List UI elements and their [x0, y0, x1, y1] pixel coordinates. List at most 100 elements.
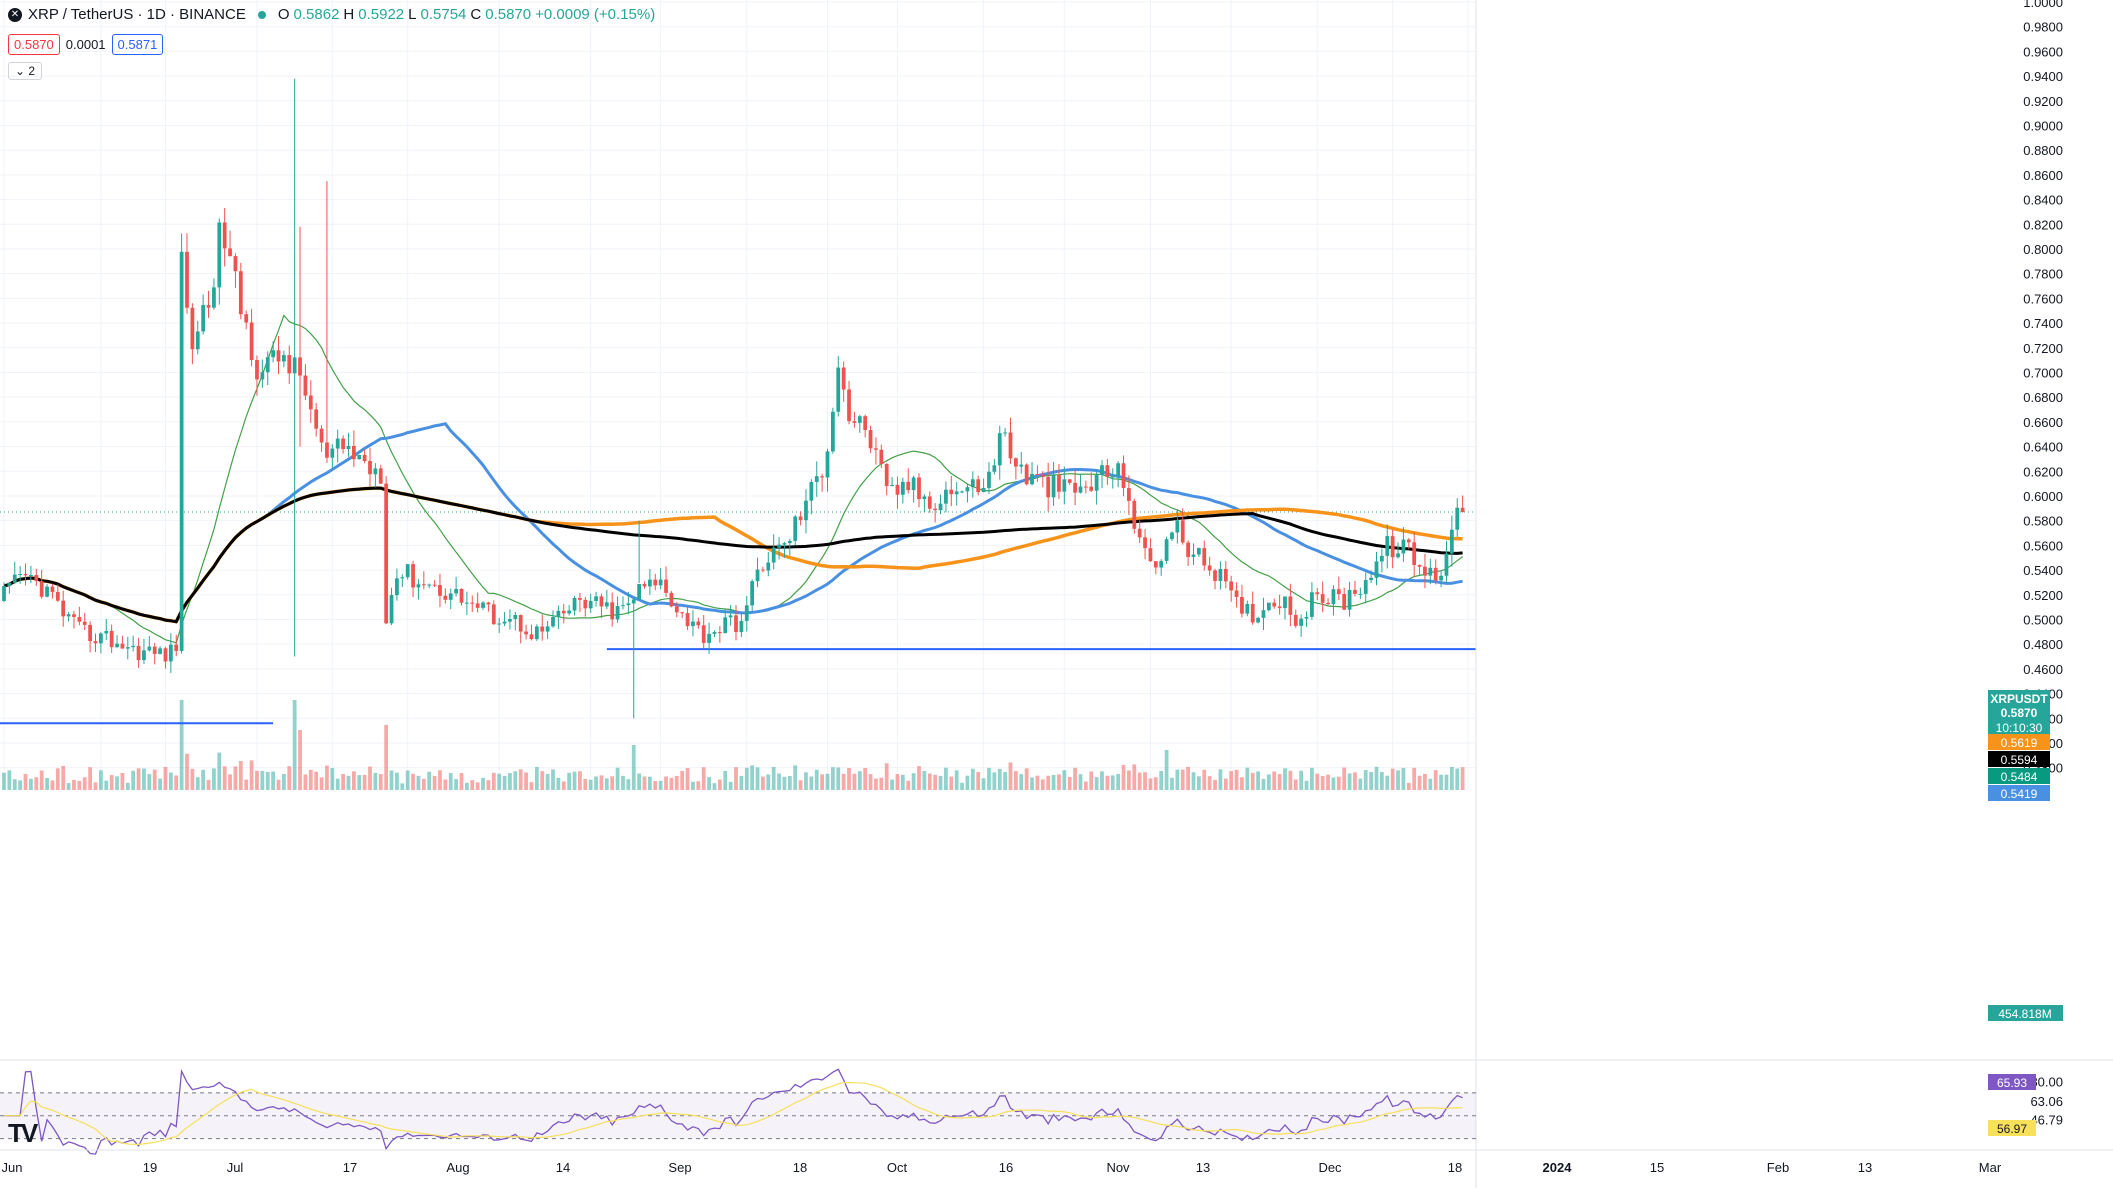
symbol-title[interactable]: XRP / TetherUS · 1D · BINANCE [28, 6, 246, 23]
volume-bar [1062, 770, 1067, 790]
volume-bar [1401, 767, 1406, 790]
volume-bar [540, 771, 545, 790]
volume-bar [432, 775, 437, 790]
candle-body [39, 581, 44, 597]
rsi-badge-label: 56.97 [1997, 1122, 2027, 1136]
candle-body [1250, 604, 1255, 623]
volume-bar [1277, 774, 1282, 790]
volume-bar [206, 779, 211, 790]
volume-bar [992, 772, 997, 790]
candle-body [1100, 465, 1104, 475]
sell-button[interactable]: 0.5870 [8, 34, 60, 55]
volume-bar [491, 772, 496, 790]
volume-bar [1127, 770, 1131, 790]
candle-body [72, 614, 76, 617]
volume-bar [604, 778, 609, 790]
market-open-icon [257, 10, 266, 19]
volume-bar [572, 771, 577, 790]
volume-bar [594, 776, 598, 790]
volume-bar [1396, 770, 1400, 790]
volume-bar [841, 773, 846, 790]
volume-bar [567, 772, 572, 790]
volume-bar [874, 778, 878, 790]
volume-bar [987, 767, 991, 790]
volume-bar [319, 777, 324, 790]
volume-bar [1315, 773, 1320, 790]
volume-bar [1444, 774, 1449, 790]
candle-body [1358, 593, 1363, 595]
candle-body [1412, 542, 1417, 566]
indicators-toggle[interactable]: ⌄ 2 [8, 62, 43, 80]
price-tick-label: 0.7600 [2023, 291, 2063, 306]
candle-body [1460, 507, 1465, 513]
volume-bar [1094, 777, 1099, 790]
volume-bar [335, 778, 340, 790]
candle-body [917, 477, 921, 500]
candle-body [1288, 596, 1293, 615]
candle-body [1277, 606, 1282, 609]
candle-body [314, 409, 319, 429]
candle-body [615, 605, 620, 620]
candle-body [766, 562, 771, 571]
price-tick-label: 0.8000 [2023, 242, 2063, 257]
candle-body [152, 646, 157, 654]
candle-body [825, 451, 830, 478]
volume-bar [621, 775, 625, 790]
volume-bar [728, 781, 733, 790]
volume-bar [1078, 774, 1083, 790]
candle-body [1019, 464, 1024, 467]
candle-body [944, 489, 948, 504]
price-axis: 1.0000 0.9800 0.9600 0.9400 0.9200 0.9000 0.88… [1475, 0, 2063, 1188]
candle-body [7, 582, 12, 587]
candle-body [524, 631, 528, 635]
candle-body [1245, 604, 1250, 614]
candle-body [298, 357, 302, 376]
candle-body [378, 468, 383, 484]
volume-bar [1213, 779, 1217, 790]
volume-bar [384, 724, 389, 790]
volume-bar [1336, 776, 1341, 790]
spread-value: 0.0001 [65, 37, 106, 52]
volume-bar [1250, 772, 1255, 790]
candle-body [712, 632, 717, 634]
volume-bar [378, 774, 383, 790]
candle-body [1143, 537, 1147, 549]
candle-body [303, 375, 308, 396]
volume-bar [72, 780, 76, 790]
candle-body [292, 357, 297, 374]
candle-body [761, 569, 765, 571]
volume-bar [421, 778, 426, 790]
volume-bar [438, 770, 442, 790]
candle-body [1073, 482, 1077, 493]
volume-bar [1423, 773, 1427, 790]
volume-bar [341, 774, 345, 790]
candle-body [475, 603, 480, 608]
candle-body [228, 248, 232, 257]
tradingview-logo[interactable]: TV [8, 1118, 38, 1148]
candle-body [1207, 565, 1212, 571]
volume-bar [1266, 774, 1271, 790]
candle-body [691, 621, 695, 627]
candle-body [1170, 532, 1174, 540]
candle-body [567, 610, 572, 614]
volume-bar [809, 776, 814, 790]
volume-bar [475, 782, 480, 790]
price-tick-label: 0.6800 [2023, 390, 2063, 405]
time-tick-label: 15 [1650, 1160, 1664, 1175]
volume-bar [411, 773, 415, 790]
candle-body [518, 615, 523, 632]
volume-bar [938, 775, 943, 790]
price-axis-badge [1988, 719, 2050, 735]
candle-body [1008, 432, 1013, 459]
volume-bar [642, 776, 647, 790]
candle-body [987, 471, 991, 488]
volume-bar [50, 780, 55, 790]
candle-body [502, 621, 507, 624]
volume-bar [917, 766, 921, 790]
buy-button[interactable]: 0.5871 [111, 34, 164, 55]
candle-body [1256, 617, 1260, 623]
volume-bar [125, 782, 130, 790]
candle-body [1218, 568, 1223, 581]
close-value: 0.5870 [485, 6, 532, 23]
